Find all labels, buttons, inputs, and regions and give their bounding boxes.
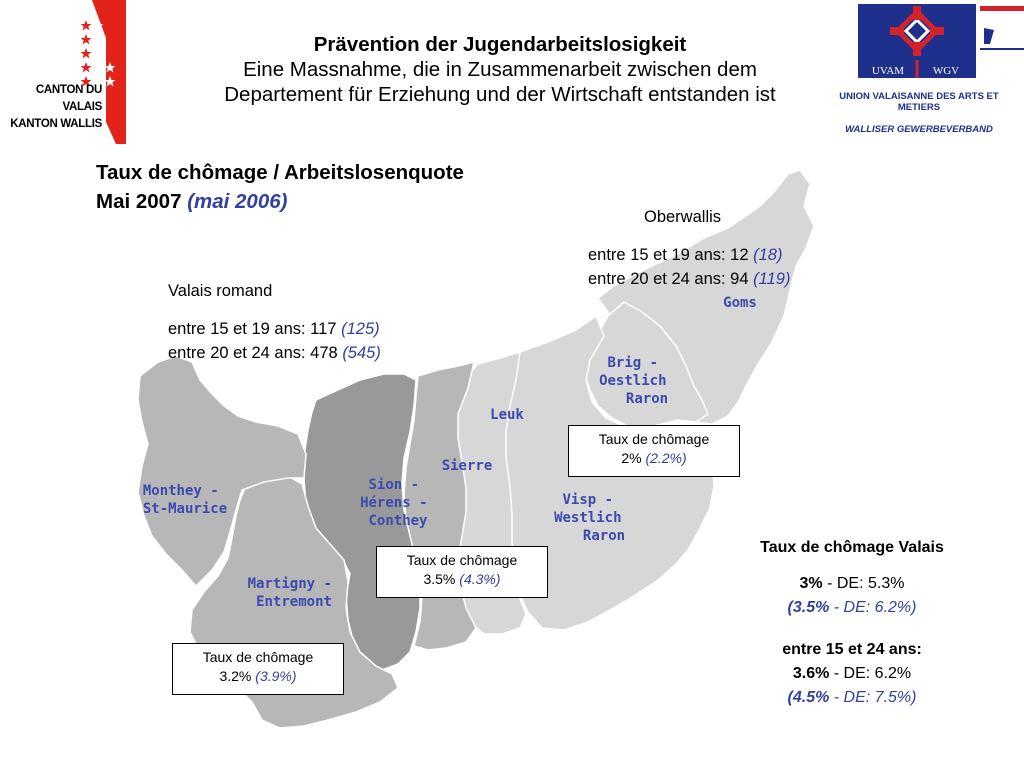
svg-text:Monthey - St-Maurice: Monthey - St-Maurice: [143, 483, 227, 517]
svg-text:Brig - Oestlich Ra: Brig - Oestlich Raron: [599, 355, 675, 407]
canton-name-de: KANTON WALLIS: [10, 118, 102, 130]
valais-youth-de: - DE: 6.2%: [829, 665, 912, 682]
oberwallis-row-15-19: entre 15 et 19 ans: 12 (18): [588, 243, 790, 267]
oberwallis-row-15-19-prev: (18): [753, 246, 783, 264]
rate-box-lower-value: 3.2%: [219, 668, 252, 684]
uvam-name-fr: UNION VALAISANNE DES ARTS ET METIERS: [839, 91, 999, 113]
oberwallis-row-20-24: entre 20 et 24 ans: 94 (119): [588, 267, 790, 291]
oberwallis-row-20-24-prev: (119): [753, 270, 791, 288]
valais-romand-row-15-19: entre 15 et 19 ans: 117 (125): [168, 317, 381, 341]
rate-box-central-label: Taux de chômage: [406, 552, 518, 568]
label-visp-line2: Westlich: [554, 510, 621, 526]
canton-valais-logo: [78, 0, 126, 144]
label-sion-line2: Hérens -: [360, 495, 427, 511]
valais-summary: Taux de chômage Valais 3% - DE: 5.3% (3.…: [722, 536, 982, 710]
label-sierre: Sierre: [442, 458, 493, 474]
uvam-logo-left-text: UVAM: [872, 65, 904, 77]
valais-youth-heading: entre 15 et 24 ans:: [782, 641, 922, 658]
rate-box-central-values: 3.5% (4.3%): [379, 570, 545, 589]
uvam-emblem: [890, 6, 944, 56]
label-monthey-line2: St-Maurice: [143, 501, 227, 517]
valais-romand-block: Valais romand entre 15 et 19 ans: 117 (1…: [168, 279, 381, 365]
label-martigny-line1: Martigny -: [248, 576, 332, 592]
valais-youth-rate: 3.6% - DE: 6.2%: [722, 662, 982, 686]
valais-romand-heading: Valais romand: [168, 282, 273, 300]
valais-overall-prev-de: - DE: 6.2%): [829, 599, 917, 616]
page-title: Prävention der Jugendarbeitslosigkeit: [313, 33, 687, 56]
uvam-logo-right-text: WGV: [933, 65, 959, 77]
valais-romand-row-20-24-label: entre 20 et 24 ans: 478: [168, 344, 338, 362]
rate-box-lower-valais: Taux de chômage 3.2% (3.9%): [172, 643, 344, 695]
label-visp-line3: Raron: [583, 528, 625, 544]
label-goms: Goms: [723, 295, 757, 311]
label-martigny-line2: Entremont: [256, 594, 332, 610]
page-header: Prävention der Jugendarbeitslosigkeit Ei…: [200, 32, 800, 107]
canton-logo-text: CANTON DU VALAIS KANTON WALLIS: [2, 82, 102, 133]
label-brig-line1: Brig -: [607, 355, 658, 371]
rate-box-oberwallis-label: Taux de chômage: [598, 431, 710, 447]
svg-text:Sion - Hérens - Co: Sion - Hérens - Conthey: [360, 477, 436, 529]
rate-box-oberwallis-value: 2%: [621, 450, 642, 466]
label-brig-line3: Raron: [626, 391, 668, 407]
uvam-name-de: WALLISER GEWERBEVERBAND: [845, 124, 993, 135]
label-monthey-line1: Monthey -: [143, 483, 219, 499]
rate-box-lower-values: 3.2% (3.9%): [175, 667, 341, 686]
rate-box-central-value: 3.5%: [423, 571, 456, 587]
rate-box-central-prev: (4.3%): [459, 571, 501, 587]
valais-overall-de: - DE: 5.3%: [822, 575, 905, 592]
label-brig-line2: Oestlich: [599, 373, 666, 389]
valais-youth-value: 3.6%: [792, 665, 830, 682]
valais-youth-prev-value: (4.5%: [787, 689, 830, 706]
rate-box-oberwallis-prev: (2.2%): [645, 450, 687, 466]
valais-romand-row-20-24-prev: (545): [342, 344, 381, 362]
rate-box-oberwallis: Taux de chômage 2% (2.2%): [568, 425, 740, 477]
valais-romand-row-20-24: entre 20 et 24 ans: 478 (545): [168, 341, 381, 365]
oberwallis-row-20-24-label: entre 20 et 24 ans: 94: [588, 270, 749, 288]
rate-heading-prev-period: (mai 2006): [187, 190, 288, 213]
label-leuk: Leuk: [490, 407, 524, 423]
rate-box-central-valais: Taux de chômage 3.5% (4.3%): [376, 546, 548, 598]
valais-romand-row-15-19-label: entre 15 et 19 ans: 117: [168, 320, 337, 338]
oberwallis-block: Oberwallis entre 15 et 19 ans: 12 (18) e…: [588, 205, 790, 291]
valais-youth-prev: (4.5% - DE: 7.5%): [722, 686, 982, 710]
valais-overall-prev: (3.5% - DE: 6.2%): [722, 596, 982, 620]
region-labels: Monthey - St-Maurice Martigny - Entremon…: [143, 295, 757, 610]
valais-overall-value: 3%: [799, 575, 823, 592]
rate-heading-line1: Taux de chômage / Arbeitslosenquote: [96, 161, 464, 184]
valais-overall-prev-value: (3.5%: [787, 599, 830, 616]
rate-heading: Taux de chômage / Arbeitslosenquote Mai …: [96, 158, 464, 216]
label-visp-line1: Visp -: [562, 492, 613, 508]
rate-heading-period: Mai 2007: [96, 190, 182, 213]
valais-summary-heading: Taux de chômage Valais: [760, 539, 944, 556]
svg-text:Martigny - Entremont: Martigny - Entremont: [248, 576, 341, 610]
label-sion-line1: Sion -: [368, 477, 419, 493]
rate-box-lower-prev: (3.9%): [255, 668, 297, 684]
oberwallis-heading: Oberwallis: [644, 208, 722, 226]
uvam-wgv-logo: UVAM WGV: [858, 4, 1024, 86]
page-subtitle: Eine Massnahme, die in Zusammenarbeit zw…: [224, 58, 776, 106]
svg-text:Visp - Westlich Ra: Visp - Westlich Raron: [554, 492, 630, 544]
rate-heading-line2: Mai 2007 (mai 2006): [96, 187, 464, 216]
canton-name-fr: CANTON DU VALAIS: [35, 84, 102, 113]
valais-youth-prev-de: - DE: 7.5%): [829, 689, 917, 706]
canton-stars: [80, 20, 116, 101]
valais-overall-rate: 3% - DE: 5.3%: [722, 572, 982, 596]
oberwallis-row-15-19-label: entre 15 et 19 ans: 12: [588, 246, 749, 264]
rate-box-oberwallis-values: 2% (2.2%): [571, 449, 737, 468]
valais-romand-row-15-19-prev: (125): [341, 320, 380, 338]
canton-flag-red-half: [92, 0, 126, 144]
rate-box-lower-label: Taux de chômage: [202, 649, 314, 665]
label-sion-line3: Conthey: [368, 513, 428, 529]
region-monthey-st-maurice: [137, 355, 307, 587]
